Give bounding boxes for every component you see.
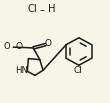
Text: O: O bbox=[15, 42, 22, 51]
Text: HN: HN bbox=[15, 66, 28, 75]
Text: Cl: Cl bbox=[73, 66, 82, 75]
Text: Cl: Cl bbox=[28, 4, 38, 14]
Text: H: H bbox=[49, 4, 56, 14]
Text: –: – bbox=[39, 5, 44, 15]
Text: O: O bbox=[3, 42, 10, 51]
Text: O: O bbox=[44, 39, 51, 48]
